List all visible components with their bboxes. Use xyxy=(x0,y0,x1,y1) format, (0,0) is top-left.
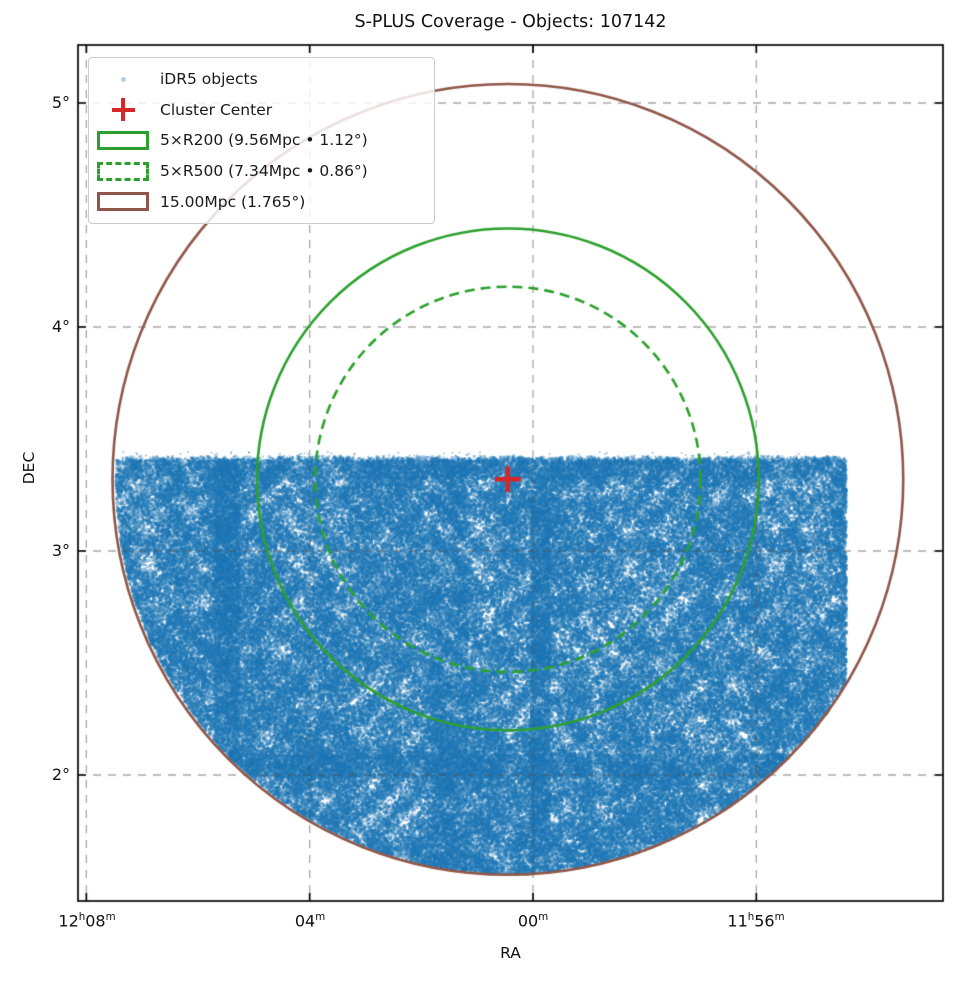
r200-circle-swatch-icon xyxy=(97,130,149,150)
legend-item-15mpc: 15.00Mpc (1.765°) xyxy=(94,186,424,217)
legend-item-idr5-objects: iDR5 objects xyxy=(94,64,424,95)
x-axis-label: RA xyxy=(500,944,521,962)
r500-circle-swatch-icon xyxy=(97,161,149,181)
x-tick-00m: 00m xyxy=(517,911,549,931)
legend-item-label: 15.00Mpc (1.765°) xyxy=(160,192,306,211)
legend: iDR5 objects Cluster Center 5×R200 (9.56… xyxy=(88,57,435,224)
cluster-center-cross-icon xyxy=(111,98,135,122)
legend-item-label: 5×R500 (7.34Mpc • 0.86°) xyxy=(160,162,368,181)
scatter-dot-icon xyxy=(120,76,126,82)
radius-15mpc-swatch-icon xyxy=(97,192,149,212)
x-tick-12h08m: 12h08m xyxy=(58,911,116,931)
y-tick-3deg: 3° xyxy=(51,541,70,560)
x-tick-11h56m: 11h56m xyxy=(727,911,785,931)
y-axis-label: DEC xyxy=(20,451,38,485)
y-tick-2deg: 2° xyxy=(51,765,70,784)
chart-title: S-PLUS Coverage - Objects: 107142 xyxy=(354,12,667,32)
legend-item-label: 5×R200 (9.56Mpc • 1.12°) xyxy=(160,131,368,150)
legend-item-cluster-center: Cluster Center xyxy=(94,95,424,126)
legend-item-5xr500: 5×R500 (7.34Mpc • 0.86°) xyxy=(94,156,424,187)
legend-item-label: iDR5 objects xyxy=(160,70,258,89)
legend-item-label: Cluster Center xyxy=(160,100,273,119)
y-tick-5deg: 5° xyxy=(51,93,70,112)
y-tick-4deg: 4° xyxy=(51,317,70,336)
x-tick-04m: 04m xyxy=(294,911,326,931)
legend-item-5xr200: 5×R200 (9.56Mpc • 1.12°) xyxy=(94,125,424,156)
